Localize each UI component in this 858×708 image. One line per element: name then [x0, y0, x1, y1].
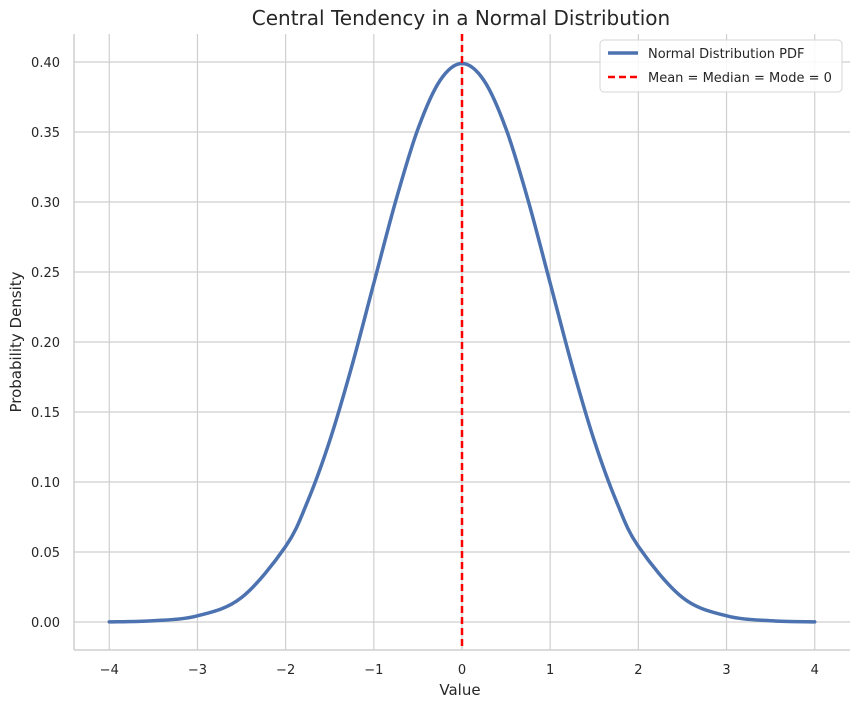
- y-tick-label: 0.25: [31, 266, 60, 281]
- y-tick-label: 0.35: [31, 126, 60, 141]
- legend-label-mean: Mean = Median = Mode = 0: [648, 71, 832, 86]
- chart-title: Central Tendency in a Normal Distributio…: [252, 6, 670, 30]
- axes-spines: [73, 34, 850, 651]
- x-axis-ticks: −4 −3 −2 −1 0 1 2 3 4: [100, 663, 819, 678]
- plot-area: [107, 34, 817, 650]
- x-tick-label: −4: [100, 663, 119, 678]
- legend-label-pdf: Normal Distribution PDF: [648, 47, 804, 62]
- y-tick-label: 0.05: [31, 546, 60, 561]
- y-tick-label: 0.00: [31, 616, 60, 631]
- y-tick-label: 0.40: [31, 56, 60, 71]
- x-tick-label: 3: [722, 663, 730, 678]
- x-tick-label: −3: [188, 663, 207, 678]
- y-axis-ticks: 0.00 0.05 0.10 0.15 0.20 0.25 0.30 0.35 0.40: [31, 56, 60, 631]
- y-tick-label: 0.30: [31, 196, 60, 211]
- y-tick-label: 0.20: [31, 336, 60, 351]
- pdf-curve: [107, 61, 817, 624]
- x-tick-label: −2: [276, 663, 295, 678]
- x-tick-label: 0: [458, 663, 466, 678]
- x-tick-label: 4: [811, 663, 819, 678]
- x-axis-label: Value: [439, 681, 480, 699]
- y-tick-label: 0.15: [31, 406, 60, 421]
- legend-box: [599, 39, 843, 93]
- x-tick-label: 2: [634, 663, 642, 678]
- x-tick-label: 1: [546, 663, 554, 678]
- y-tick-label: 0.10: [31, 476, 60, 491]
- legend: Normal Distribution PDF Mean = Median = …: [599, 39, 843, 93]
- x-tick-label: −1: [364, 663, 383, 678]
- y-axis-label: Probability Density: [7, 271, 25, 412]
